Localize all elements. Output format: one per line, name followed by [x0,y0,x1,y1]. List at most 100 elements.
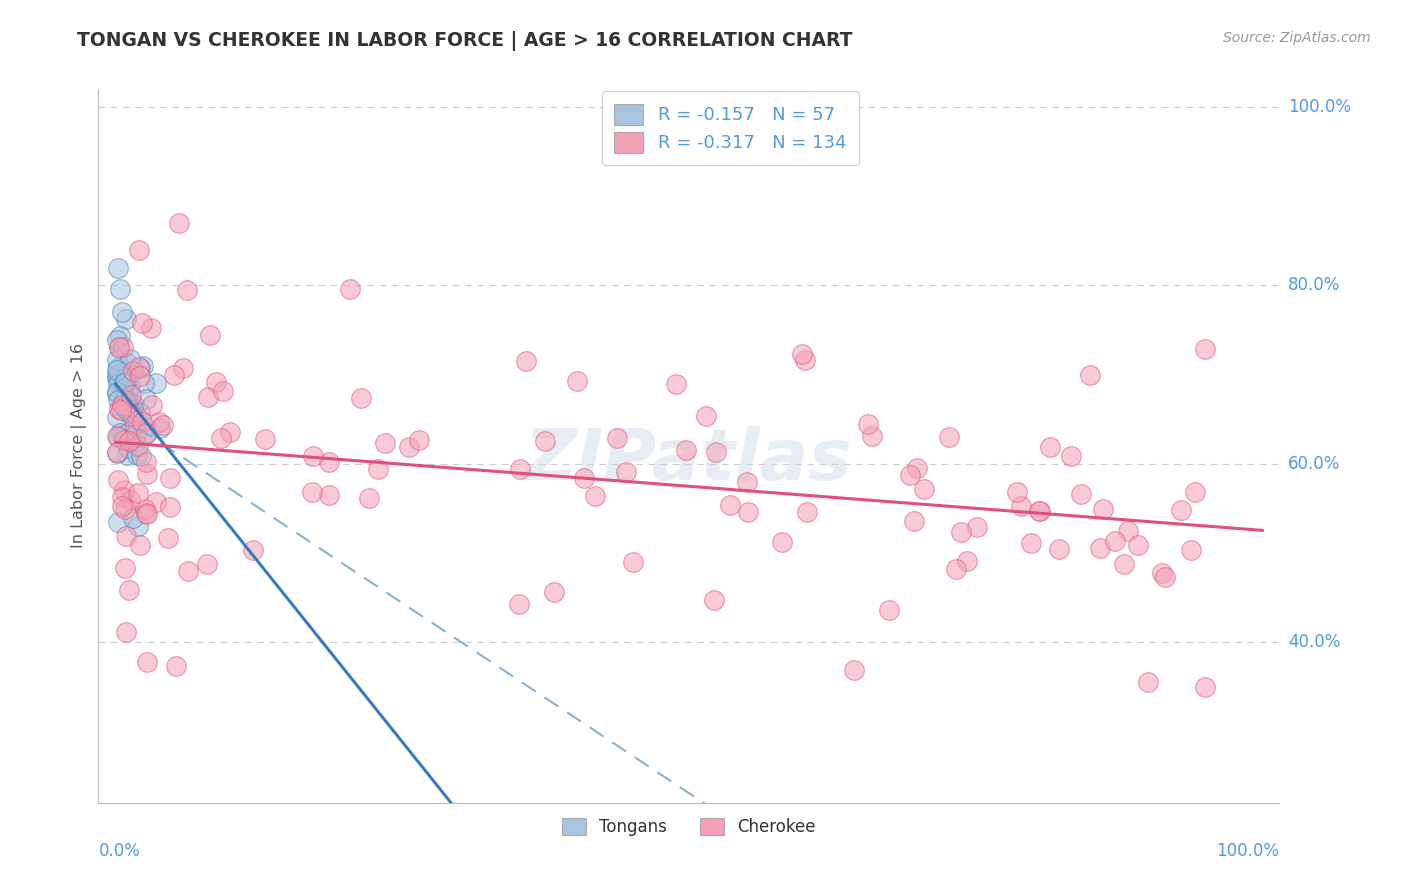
Legend: Tongans, Cherokee: Tongans, Cherokee [554,810,824,845]
Point [112,433,135,447]
Point [129,449,152,463]
Point [107,341,129,355]
Point [794,353,817,368]
Point [1154,570,1177,584]
Point [107,473,129,487]
Point [134,502,156,516]
Point [122,364,145,378]
Text: 60.0%: 60.0% [1288,455,1340,473]
Point [110,282,132,296]
Point [135,507,157,521]
Point [1194,680,1216,694]
Point [583,489,606,503]
Point [950,524,973,539]
Point [105,363,128,377]
Point [176,283,198,297]
Point [122,511,145,525]
Point [105,334,128,348]
Point [135,426,157,441]
Point [197,390,219,404]
Point [1104,533,1126,548]
Point [219,425,242,439]
Point [1047,541,1070,556]
Point [1194,342,1216,356]
Point [141,398,163,412]
Point [157,531,180,545]
Point [136,467,159,482]
Point [253,432,276,446]
Point [209,431,232,445]
Point [115,624,138,639]
Point [114,400,136,414]
Point [120,388,142,402]
Point [1011,499,1033,513]
Point [704,444,727,458]
Point [127,485,149,500]
Point [111,490,134,504]
Point [135,392,157,406]
Point [128,360,150,375]
Point [110,329,132,343]
Point [114,560,136,574]
Point [131,316,153,330]
Point [367,462,389,476]
Point [1078,368,1101,382]
Point [108,402,131,417]
Point [198,328,221,343]
Point [1060,449,1083,463]
Point [1114,557,1136,571]
Point [110,403,132,417]
Point [148,415,170,429]
Point [572,471,595,485]
Text: ZIPatlas: ZIPatlas [526,425,852,495]
Point [1070,486,1092,500]
Point [127,439,149,453]
Point [350,391,373,405]
Point [112,483,135,497]
Point [115,312,138,326]
Point [533,434,555,449]
Point [125,414,148,428]
Point [136,655,159,669]
Point [796,505,818,519]
Point [1092,501,1115,516]
Point [877,602,900,616]
Point [301,485,323,500]
Point [105,409,128,424]
Point [120,351,142,366]
Point [318,455,340,469]
Point [110,398,132,412]
Point [1029,503,1052,517]
Point [1019,536,1042,550]
Point [107,260,129,275]
Point [111,384,134,398]
Point [408,433,430,447]
Point [118,406,141,420]
Point [135,455,157,469]
Point [124,397,146,411]
Point [145,495,167,509]
Point [1038,440,1060,454]
Point [111,340,134,354]
Point [339,283,361,297]
Point [357,491,380,505]
Point [172,360,194,375]
Point [107,366,129,380]
Point [1170,503,1192,517]
Point [212,384,235,399]
Point [117,434,139,448]
Text: Source: ZipAtlas.com: Source: ZipAtlas.com [1223,31,1371,45]
Point [302,449,325,463]
Point [565,374,588,388]
Point [122,401,145,415]
Point [105,446,128,460]
Point [105,352,128,367]
Point [1180,542,1202,557]
Point [905,460,928,475]
Point [956,554,979,568]
Point [121,409,143,423]
Point [792,347,814,361]
Y-axis label: In Labor Force | Age > 16: In Labor Force | Age > 16 [72,343,87,549]
Point [125,448,148,462]
Point [675,442,697,457]
